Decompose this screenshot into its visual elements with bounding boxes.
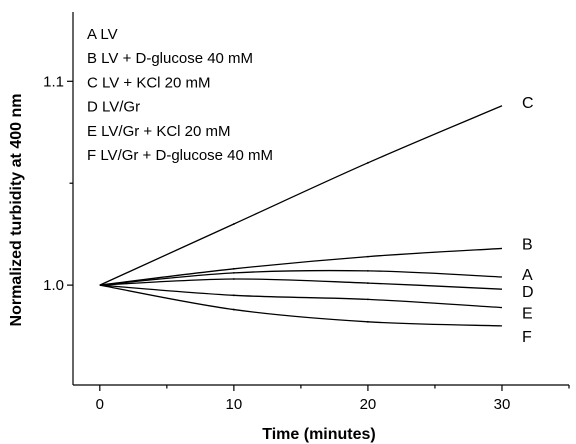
series-curves	[99, 105, 503, 327]
series-label-d: D	[522, 284, 534, 301]
y-tick-label: 1.0	[43, 277, 64, 294]
series-line-a	[99, 269, 502, 286]
series-label-b: B	[522, 236, 533, 253]
data-point-a	[367, 269, 369, 272]
data-point-a	[232, 271, 235, 274]
y-axis-title: Normalized turbidity at 400 nm	[8, 94, 25, 327]
legend-entry: A LV	[87, 26, 118, 43]
legend-entry: F LV/Gr + D-glucose 40 mM	[87, 147, 273, 164]
series-line-e	[99, 284, 503, 309]
series-labels: AB C DEF	[522, 95, 534, 346]
legend-entry: C LV + KCl 20 mM	[87, 74, 211, 91]
x-tick-label: 20	[360, 396, 377, 413]
legend-entry: D LV/Gr	[87, 99, 140, 116]
data-point-c	[232, 223, 235, 225]
legend-entry: E LV/Gr + KCl 20 mM	[87, 123, 231, 140]
series-label-f: F	[522, 329, 532, 346]
series-line-c	[99, 105, 503, 286]
data-point-f	[232, 308, 235, 311]
series-line-f	[99, 284, 502, 327]
data-point-d	[232, 278, 235, 280]
data-point-d	[367, 282, 369, 284]
data-point-c	[367, 161, 369, 164]
series-label-a: A	[522, 267, 533, 284]
axes	[72, 12, 569, 386]
x-axis-ticks: 0 10 20 30	[96, 385, 570, 413]
x-axis-title: Time (minutes)	[262, 426, 376, 443]
y-tick-label: 1.1	[43, 73, 64, 90]
data-point-b	[232, 267, 235, 270]
y-axis-ticks: 1.0 1.1	[43, 73, 73, 294]
x-tick-label: 10	[226, 396, 243, 413]
data-point-e	[367, 298, 369, 301]
data-point-e	[232, 294, 235, 297]
series-line-b	[99, 247, 503, 286]
data-point-f	[367, 320, 369, 323]
series-label-e: E	[522, 306, 533, 323]
legend-entry: B LV + D-glucose 40 mM	[87, 50, 253, 67]
x-tick-label: 30	[494, 396, 511, 413]
series-line-d	[99, 278, 502, 290]
data-point-b	[367, 255, 369, 258]
series-label-c: C	[522, 95, 534, 112]
legend: A LV B LV + D-glucose 40 mM C LV + KCl 20 …	[87, 26, 273, 164]
x-tick-label: 0	[96, 396, 104, 413]
